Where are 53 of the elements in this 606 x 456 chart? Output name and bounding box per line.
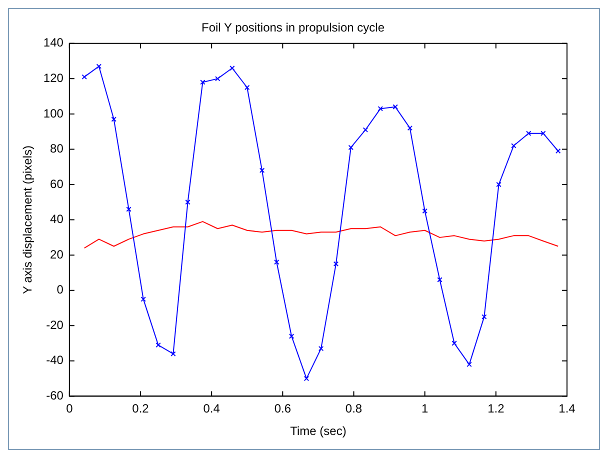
point — [126, 206, 132, 212]
point — [526, 130, 532, 136]
x-tick-label: 0 — [66, 402, 74, 416]
y-tick-label: 100 — [43, 106, 64, 120]
x-tick-label: 1.2 — [488, 402, 505, 416]
y-tick-label: -20 — [46, 318, 64, 332]
point — [378, 106, 384, 112]
point — [244, 84, 250, 90]
y-tick-label: 20 — [50, 247, 64, 262]
point — [496, 182, 502, 188]
y-tick-label: 80 — [50, 142, 64, 156]
x-axis-title: Time (sec) — [290, 424, 346, 438]
point — [200, 80, 206, 85]
x-tick-label: 0.2 — [132, 402, 150, 416]
point — [452, 340, 457, 346]
point — [156, 342, 161, 348]
point — [333, 261, 339, 267]
x-tick-label: 0.6 — [274, 402, 292, 416]
y-tick-label: 120 — [43, 70, 64, 85]
point — [185, 200, 190, 205]
point — [466, 362, 472, 368]
point — [140, 296, 146, 302]
chart-title: Foil Y positions in propulsion cycle — [202, 20, 385, 35]
y-tick-label: -60 — [46, 388, 64, 403]
point — [362, 127, 368, 132]
point — [437, 277, 442, 282]
point — [540, 130, 546, 136]
x-tick-label: 1.4 — [558, 402, 576, 416]
point — [422, 208, 428, 214]
point — [348, 144, 354, 150]
y-tick-label: 140 — [43, 36, 64, 50]
x-tick-label: 1 — [421, 402, 428, 416]
point — [288, 334, 294, 339]
y-axis-title: Y axis displacement (pixels) — [20, 146, 35, 294]
point — [318, 346, 324, 352]
point — [96, 64, 102, 69]
point — [392, 104, 398, 110]
point — [407, 125, 413, 131]
y-tick-label: -40 — [46, 353, 64, 368]
point — [304, 376, 310, 382]
point — [215, 76, 220, 82]
x-tick-label: 0.4 — [203, 402, 220, 416]
y-tick-label: 60 — [50, 176, 64, 191]
point — [170, 351, 176, 356]
point — [259, 168, 265, 174]
point — [511, 143, 516, 148]
x-tick-label: 0.8 — [345, 402, 362, 416]
point — [482, 314, 487, 320]
y-tick-label: 0 — [56, 282, 64, 297]
point — [230, 65, 235, 71]
point — [274, 260, 280, 265]
y-tick-label: 40 — [50, 212, 64, 226]
point — [111, 116, 116, 122]
